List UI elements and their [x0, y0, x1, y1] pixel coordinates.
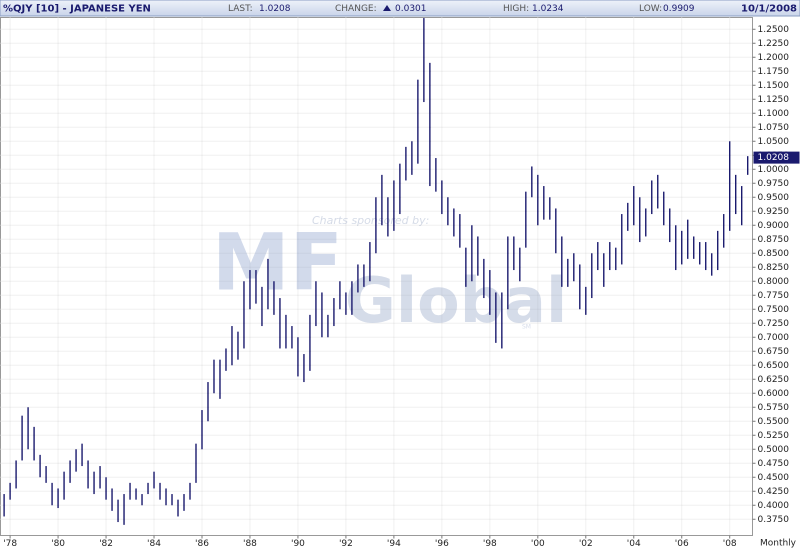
x-tick-label: '98 — [483, 539, 497, 549]
y-tick-label: 0.9250 — [758, 207, 790, 217]
y-tick-label: 1.1500 — [758, 81, 790, 91]
y-tick-label: 1.1000 — [758, 109, 790, 119]
y-tick-label: 0.5250 — [758, 431, 790, 441]
y-tick-label: 0.6000 — [758, 389, 790, 399]
x-tick-label: '02 — [579, 539, 593, 549]
watermark-mf: MF — [212, 218, 343, 308]
x-tick-label: '88 — [243, 539, 257, 549]
y-tick-label: 0.4500 — [758, 473, 790, 483]
high-label: HIGH: — [503, 4, 529, 14]
watermark-global: Global — [345, 264, 567, 337]
x-tick-label: '04 — [627, 539, 641, 549]
x-tick-label: '78 — [3, 539, 17, 549]
x-tick-label: '96 — [435, 539, 449, 549]
x-tick-label: '84 — [147, 539, 161, 549]
y-tick-label: 0.7250 — [758, 319, 790, 329]
y-tick-label: 0.8250 — [758, 263, 790, 273]
change-value: 0.0301 — [395, 4, 427, 14]
y-tick-label: 0.7500 — [758, 305, 790, 315]
low-label: LOW: — [639, 4, 662, 14]
x-tick-label: '06 — [675, 539, 689, 549]
y-tick-label: 1.2000 — [758, 53, 790, 63]
low-value: 0.9909 — [663, 4, 695, 14]
y-tick-label: 0.6500 — [758, 361, 790, 371]
watermark-sm: SM — [522, 324, 531, 331]
y-tick-label: 0.8000 — [758, 277, 790, 287]
x-tick-label: '80 — [51, 539, 65, 549]
y-tick-label: 0.8750 — [758, 235, 790, 245]
up-arrow — [383, 5, 391, 11]
y-tick-label: 0.5000 — [758, 445, 790, 455]
y-tick-label: 0.9750 — [758, 179, 790, 189]
y-tick-label: 1.0750 — [758, 123, 790, 133]
y-tick-label: 0.5750 — [758, 403, 790, 413]
y-tick-label: 0.6250 — [758, 375, 790, 385]
y-tick-label: 0.4000 — [758, 501, 790, 511]
y-tick-label: 1.0000 — [758, 165, 790, 175]
date: 10/1/2008 — [741, 4, 797, 15]
y-tick-label: 0.3750 — [758, 515, 790, 525]
frequency-label: Monthly — [760, 539, 797, 549]
y-tick-label: 0.4250 — [758, 487, 790, 497]
change-label: CHANGE: — [335, 4, 377, 14]
x-tick-label: '90 — [291, 539, 305, 549]
last-marker — [753, 151, 800, 164]
y-tick-label: 0.5500 — [758, 417, 790, 427]
y-tick-label: 1.2250 — [758, 39, 790, 49]
y-tick-label: 0.7000 — [758, 333, 790, 343]
x-tick-label: '82 — [99, 539, 113, 549]
y-tick-label: 0.8500 — [758, 249, 790, 259]
last-value: 1.0208 — [259, 4, 291, 14]
x-tick-label: '94 — [387, 539, 401, 549]
symbol: %QJY [10] - JAPANESE YEN — [3, 4, 151, 15]
last-label: LAST: — [228, 4, 253, 14]
last-marker-label: 1.0208 — [758, 153, 790, 163]
y-tick-label: 0.6750 — [758, 347, 790, 357]
high-value: 1.0234 — [532, 4, 564, 14]
y-tick-label: 0.9000 — [758, 221, 790, 231]
x-tick-label: '00 — [531, 539, 545, 549]
watermark: Charts sponsored by: MF Global SM — [212, 214, 567, 337]
y-tick-label: 1.2500 — [758, 25, 790, 35]
x-tick-label: '08 — [723, 539, 737, 549]
y-tick-label: 0.9500 — [758, 193, 790, 203]
y-tick-label: 0.4750 — [758, 459, 790, 469]
x-tick-label: '92 — [339, 539, 353, 549]
header-bar — [0, 0, 800, 17]
watermark-sponsor: Charts sponsored by: — [312, 214, 429, 227]
x-tick-label: '86 — [195, 539, 209, 549]
y-tick-label: 0.7750 — [758, 291, 790, 301]
y-tick-label: 1.1250 — [758, 95, 790, 105]
y-tick-label: 1.1750 — [758, 67, 790, 77]
y-tick-label: 1.0500 — [758, 137, 790, 147]
